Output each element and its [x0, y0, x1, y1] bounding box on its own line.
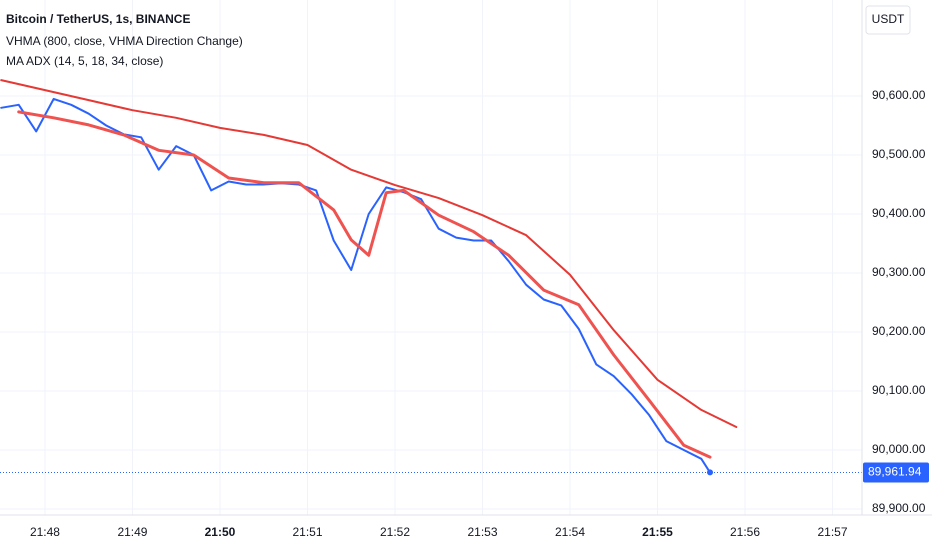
y-tick-label: 90,400.00: [872, 206, 926, 220]
axes: 89,900.00 90,000.00 90,100.00 90,200.00 90,3…: [30, 88, 929, 539]
x-tick-label: 21:48: [30, 525, 60, 539]
currency-label[interactable]: USDT: [872, 12, 905, 26]
chart-title: Bitcoin / TetherUS, 1s, BINANCE: [6, 12, 190, 26]
legend-entry: VHMA (800, close, VHMA Direction Change): [6, 34, 243, 48]
x-tick-label: 21:51: [292, 525, 322, 539]
x-tick-label: 21:52: [380, 525, 410, 539]
x-tick-label: 21:55: [642, 525, 673, 539]
x-tick-label: 21:56: [730, 525, 760, 539]
y-tick-label: 90,500.00: [872, 147, 926, 161]
x-tick-label: 21:50: [205, 525, 236, 539]
series-line: [17, 110, 712, 459]
x-tick-label: 21:53: [467, 525, 497, 539]
x-tick-label: 21:49: [117, 525, 147, 539]
plot-area: [0, 79, 862, 476]
y-tick-label: 90,000.00: [872, 442, 926, 456]
x-tick-label: 21:57: [817, 525, 847, 539]
y-tick-label: 90,600.00: [872, 88, 926, 102]
currency-button[interactable]: [865, 5, 911, 35]
last-price-label: 89,961.94: [868, 465, 922, 479]
y-tick-label: 89,900.00: [872, 501, 926, 515]
y-tick-label: 90,300.00: [872, 265, 926, 279]
last-point: [707, 469, 714, 476]
legend: Bitcoin / TetherUS, 1s, BINANCE VHMA (80…: [6, 12, 243, 68]
last-price-badge: [863, 462, 929, 483]
y-tick-label: 90,100.00: [872, 383, 926, 397]
x-tick-label: 21:54: [555, 525, 585, 539]
y-tick-label: 90,200.00: [872, 324, 926, 338]
legend-entry: MA ADX (14, 5, 18, 34, close): [6, 54, 163, 68]
series-line: [0, 79, 738, 428]
